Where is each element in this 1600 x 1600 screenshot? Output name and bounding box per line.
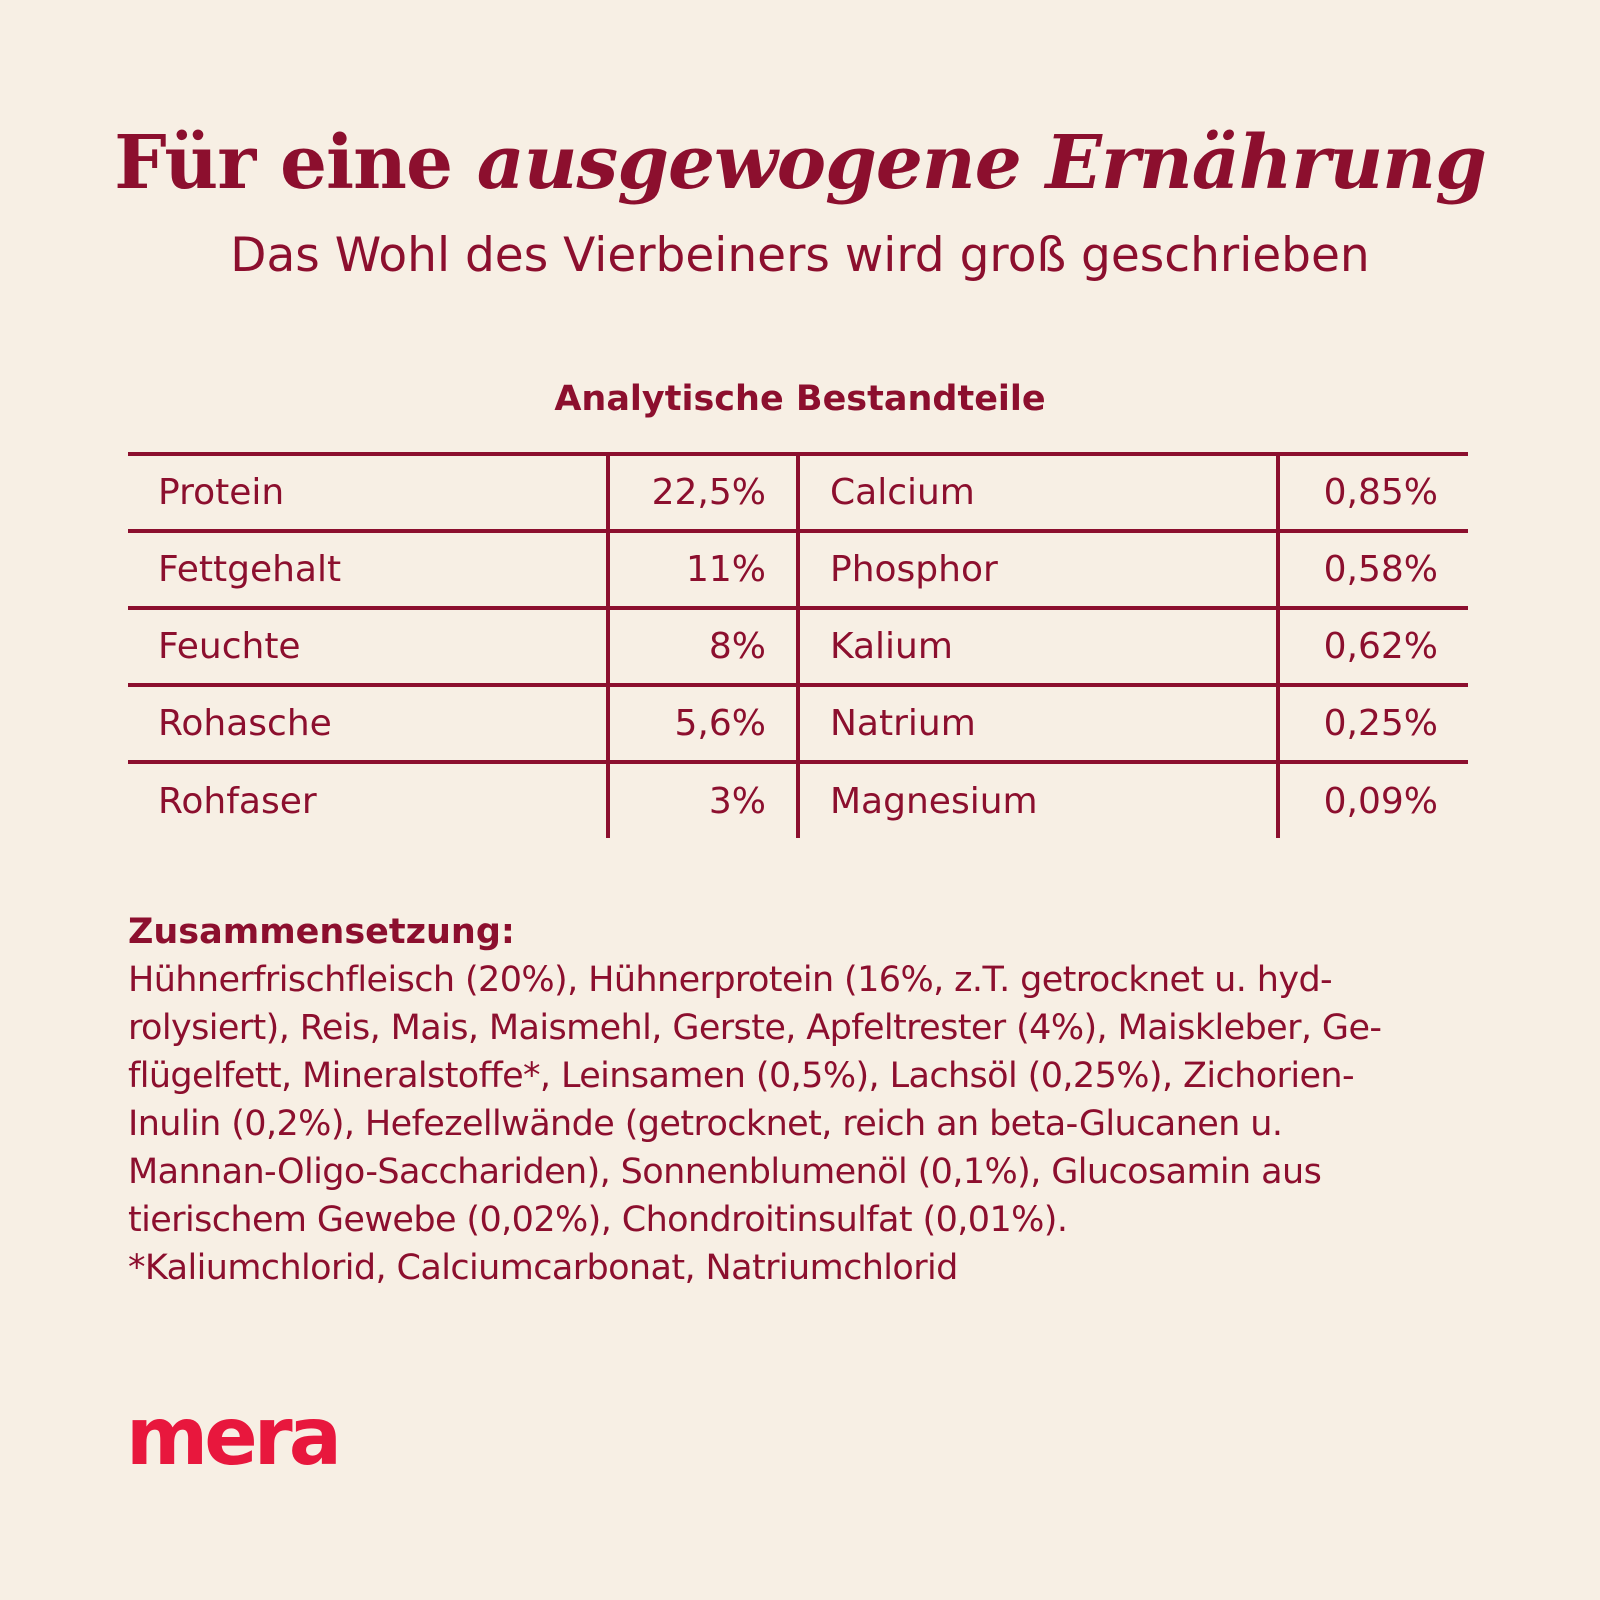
nutrient-value: 8%: [608, 606, 800, 685]
headline: Für eine ausgewogene Ernährung: [0, 118, 1600, 208]
composition-line: Mannan-Oligo-Sacchariden), Sonnenblumenö…: [128, 1152, 1322, 1192]
composition-title: Zusammensetzung:: [128, 912, 515, 952]
table-row: Protein 22,5% Calcium 0,85%: [128, 452, 1468, 531]
nutrient-table: Protein 22,5% Calcium 0,85% Fettgehalt 1…: [128, 452, 1468, 838]
nutrient-value: 3%: [608, 760, 800, 838]
composition-line: flügelfett, Mineralstoffe*, Leinsamen (0…: [128, 1056, 1355, 1096]
nutrient-name: Rohfaser: [128, 760, 610, 838]
nutrient-name: Magnesium: [798, 760, 1280, 838]
table-row: Rohasche 5,6% Natrium 0,25%: [128, 683, 1468, 762]
nutrient-name: Rohasche: [128, 683, 610, 762]
composition-footnote: *Kaliumchlorid, Calciumcarbonat, Natrium…: [128, 1248, 958, 1288]
nutrient-value: 22,5%: [608, 452, 800, 531]
nutrient-value: 0,62%: [1278, 606, 1468, 685]
nutrient-value: 5,6%: [608, 683, 800, 762]
nutrient-name: Phosphor: [798, 529, 1280, 608]
composition-line: Hühnerfrischfleisch (20%), Hühnerprotein…: [128, 960, 1333, 1000]
nutrient-name: Feuchte: [128, 606, 610, 685]
nutrient-value: 0,25%: [1278, 683, 1468, 762]
nutrient-value: 0,85%: [1278, 452, 1468, 531]
headline-regular: Für eine: [114, 120, 477, 206]
composition-line: rolysiert), Reis, Mais, Maismehl, Gerste…: [128, 1008, 1382, 1048]
composition-line: tierischem Gewebe (0,02%), Chondroitinsu…: [128, 1200, 1068, 1240]
logo-wordmark: mera: [126, 1395, 338, 1475]
table-row: Fettgehalt 11% Phosphor 0,58%: [128, 529, 1468, 608]
composition-block: Zusammensetzung: Hühnerfrischfleisch (20…: [128, 908, 1468, 1292]
table-row: Rohfaser 3% Magnesium 0,09%: [128, 760, 1468, 838]
nutrient-value: 11%: [608, 529, 800, 608]
nutrient-name: Protein: [128, 452, 610, 531]
composition-line: Inulin (0,2%), Hefezellwände (getrocknet…: [128, 1104, 1283, 1144]
table-row: Feuchte 8% Kalium 0,62%: [128, 606, 1468, 685]
nutrient-name: Natrium: [798, 683, 1280, 762]
subtitle: Das Wohl des Vierbeiners wird groß gesch…: [230, 228, 1370, 283]
headline-italic: ausgewogene Ernährung: [476, 120, 1487, 206]
nutrient-value: 0,58%: [1278, 529, 1468, 608]
analysis-title: Analytische Bestandteile: [554, 379, 1046, 419]
nutrient-name: Fettgehalt: [128, 529, 610, 608]
nutrient-value: 0,09%: [1278, 760, 1468, 838]
mera-logo: mera: [126, 1395, 341, 1475]
nutrient-name: Calcium: [798, 452, 1280, 531]
nutrient-name: Kalium: [798, 606, 1280, 685]
